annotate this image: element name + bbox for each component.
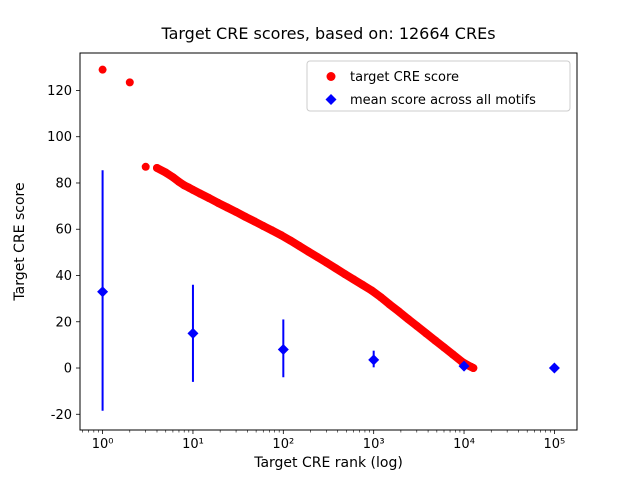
scatter-point <box>223 203 232 212</box>
legend-marker-circle-icon <box>326 72 336 81</box>
x-tick-label: 10⁴ <box>453 437 475 452</box>
scatter-point <box>358 280 367 289</box>
x-tick-label: 10³ <box>363 437 385 452</box>
mean-point <box>368 354 380 366</box>
scatter-point <box>422 329 431 338</box>
scatter-point <box>304 247 313 256</box>
x-tick-label: 10⁵ <box>544 437 566 452</box>
scatter-point <box>349 275 358 284</box>
scatter-point <box>322 258 331 267</box>
scatter-point <box>367 286 376 295</box>
scatter-point <box>141 162 150 171</box>
mean-point <box>277 344 289 356</box>
scatter-point <box>250 217 259 226</box>
plot-layer: 10⁰ 10¹ 10² 10³ 10⁴ 10⁵ -20 0 20 40 60 80 100 120 <box>47 65 566 452</box>
scatter-point <box>188 185 197 194</box>
scatter-point <box>394 307 403 316</box>
scatter-point <box>232 207 241 216</box>
y-axis-label: Target CRE score <box>12 182 28 301</box>
scatter-point <box>204 194 213 203</box>
legend-entry-mean-score: mean score across all motifs <box>325 93 536 108</box>
y-tick-label: 120 <box>47 84 72 99</box>
legend-entry-target-score: target CRE score <box>326 70 459 85</box>
scatter-point <box>295 241 304 250</box>
scatter-point <box>168 173 177 182</box>
scatter-point <box>376 293 385 302</box>
mean-point <box>97 286 109 298</box>
y-tick-label: 20 <box>55 315 72 330</box>
scatter-point <box>214 198 223 207</box>
legend-box <box>306 60 571 112</box>
legend: target CRE score mean score across all m… <box>306 60 571 112</box>
x-tick-label: 10⁰ <box>92 437 114 452</box>
scatter-point <box>98 65 107 74</box>
scatter-trail <box>153 164 478 372</box>
scatter-point <box>259 222 268 231</box>
y-tick-label: -20 <box>51 408 72 423</box>
scatter-point <box>439 343 448 352</box>
y-tick-label: 80 <box>55 176 72 191</box>
scatter-point <box>469 364 478 373</box>
scatter-point <box>286 236 295 245</box>
scatter-point <box>241 212 250 221</box>
mean-point <box>458 360 470 372</box>
scatter-point <box>431 336 440 345</box>
scatter-point <box>448 350 457 359</box>
scatter-point <box>313 253 322 262</box>
scatter-point <box>152 163 161 172</box>
plot-area <box>79 52 578 431</box>
scatter-point <box>340 270 349 279</box>
y-tick-label: 40 <box>55 269 72 284</box>
scatter-point <box>196 189 205 198</box>
y-tick-label: 0 <box>64 362 72 377</box>
scatter-point <box>268 226 277 235</box>
scatter-point <box>331 264 340 273</box>
x-tick-label: 10¹ <box>182 437 204 452</box>
scatter-point <box>277 231 286 240</box>
x-axis-label: Target CRE rank (log) <box>253 455 403 471</box>
y-tick-label: 100 <box>47 130 72 145</box>
scatter-point <box>125 78 134 87</box>
mean-point <box>548 362 560 374</box>
legend-label-mean-score: mean score across all motifs <box>350 93 536 108</box>
legend-marker-diamond-icon <box>325 94 337 105</box>
scatter-point <box>385 300 394 309</box>
scatter-point <box>412 321 421 330</box>
x-tick-label: 10² <box>272 437 294 452</box>
mean-point <box>187 327 199 339</box>
scatter-point <box>404 314 413 323</box>
legend-label-target-score: target CRE score <box>350 70 459 85</box>
scatter-point <box>161 168 170 177</box>
y-tick-label: 60 <box>55 223 72 238</box>
chart-title: Target CRE scores, based on: 12664 CREs <box>160 24 495 43</box>
